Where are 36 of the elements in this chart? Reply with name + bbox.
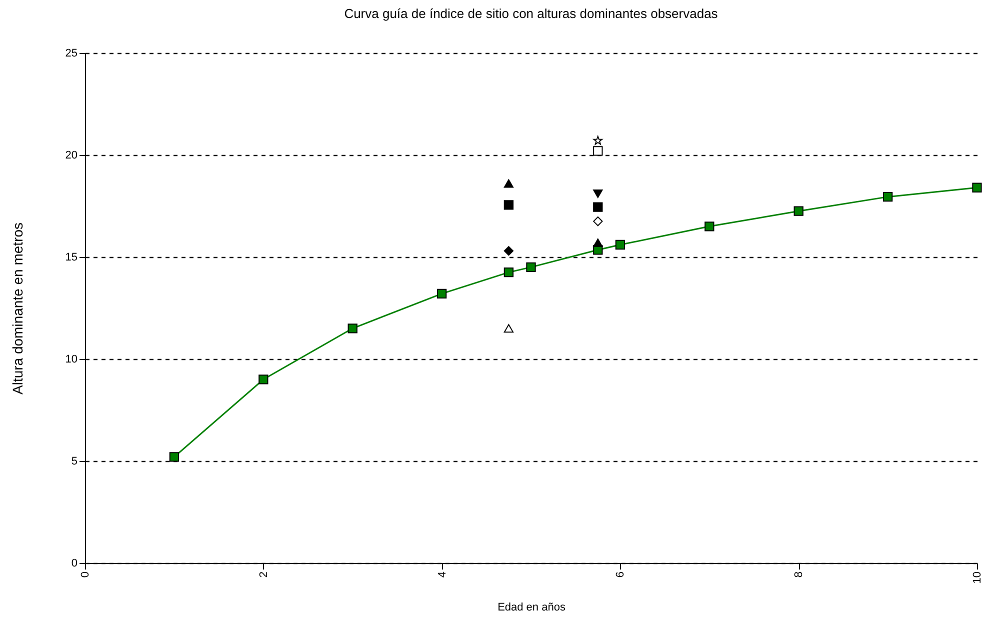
point	[593, 190, 603, 198]
x-tick-label: 0	[80, 572, 92, 578]
chart-title: Curva guía de índice de sitio con alturas dominantes observadas	[344, 6, 718, 21]
y-tick-label: 20	[65, 150, 78, 162]
point	[704, 222, 714, 232]
point	[882, 192, 893, 202]
point	[615, 240, 626, 250]
point	[593, 146, 603, 156]
y-tick-label: 10	[65, 354, 78, 366]
point	[504, 179, 514, 188]
x-tick-label: 6	[614, 572, 627, 578]
x-axis-title: Edad en años	[498, 602, 566, 614]
y-tick-label: 0	[71, 558, 78, 570]
point	[794, 206, 804, 216]
y-tick-label: 15	[65, 252, 78, 264]
point	[258, 374, 268, 384]
y-axis-title: Altura dominante en metros	[9, 222, 26, 394]
x-tick-label: 10	[972, 572, 982, 584]
point	[504, 200, 514, 210]
point	[972, 182, 982, 192]
point	[593, 202, 603, 212]
x-tick-label: 2	[258, 572, 270, 578]
point	[593, 136, 603, 145]
point	[504, 324, 514, 333]
point	[348, 324, 358, 334]
point	[504, 267, 514, 278]
x-tick-label: 8	[793, 572, 806, 578]
point	[526, 262, 536, 272]
point	[504, 246, 514, 256]
y-tick-label: 5	[71, 456, 78, 468]
point	[436, 288, 447, 299]
x-tick-label: 4	[436, 572, 448, 578]
point	[169, 452, 180, 462]
point	[593, 216, 603, 226]
point	[593, 238, 603, 247]
y-tick-label: 25	[65, 48, 78, 60]
